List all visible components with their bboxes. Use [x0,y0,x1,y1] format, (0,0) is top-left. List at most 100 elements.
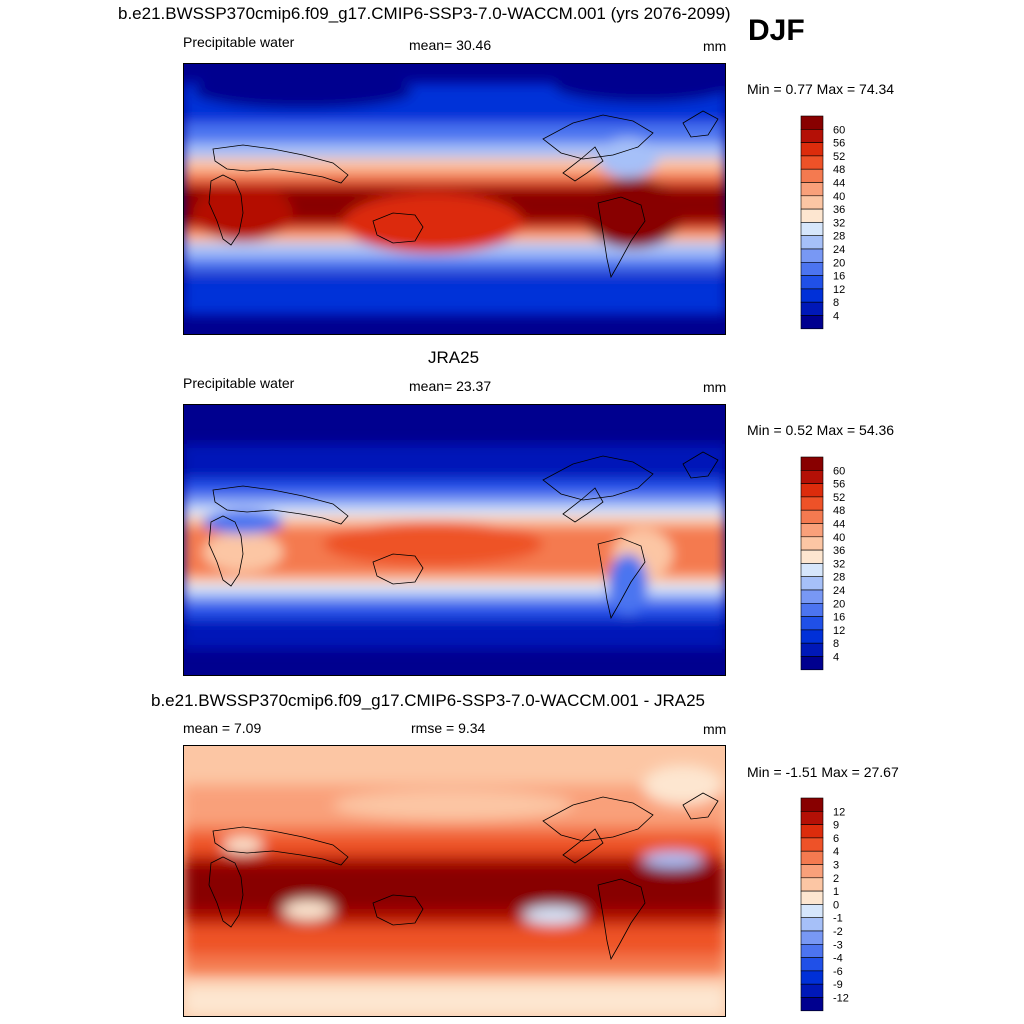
panel1-map [183,63,726,335]
colorbar-swatch [800,182,824,197]
colorbar-swatch [800,797,824,812]
colorbar-swatch [800,957,824,972]
colorbar-swatch [800,301,824,316]
panel2-variable-label: Precipitable water [183,375,295,391]
panel3-rmse-label: rmse = 9.34 [411,720,486,736]
colorbar-tick-label: 12 [833,625,845,637]
colorbar-swatch [800,629,824,644]
colorbar-swatch [800,288,824,303]
colorbar-tick-label: 8 [833,297,839,309]
colorbar-swatch [800,656,824,671]
colorbar-tick-label: 9 [833,820,839,832]
colorbar-swatch [800,509,824,524]
colorbar-swatch [800,496,824,511]
colorbar-tick-label: 1 [833,886,839,898]
colorbar-tick-label: 24 [833,585,845,597]
colorbar-swatch [800,616,824,631]
colorbar-swatch [800,275,824,290]
colorbar-swatch [800,129,824,143]
colorbar-tick-label: 12 [833,284,845,296]
colorbar-tick-label: 32 [833,558,845,570]
colorbar-tick-label: 12 [833,806,845,818]
colorbar-tick-label: -9 [833,979,843,991]
colorbar-tick-label: 60 [833,465,845,477]
colorbar-swatch [800,208,824,223]
panel3-units-label: mm [703,721,727,737]
colorbar-tick-label: 16 [833,612,845,624]
panel3-title: b.e21.BWSSP370cmip6.f09_g17.CMIP6-SSP3-7… [151,691,706,710]
panel3-mean-label: mean = 7.09 [183,720,262,736]
colorbar-swatch [800,589,824,604]
colorbar-tick-label: -4 [833,953,843,965]
colorbar-swatch [800,549,824,564]
panel2-map [183,404,726,676]
colorbar-tick-label: 32 [833,217,845,229]
colorbar-swatch [800,456,824,471]
colorbar-tick-label: 40 [833,191,845,203]
colorbar-swatch [800,235,824,250]
colorbar-tick-label: 48 [833,164,845,176]
colorbar-tick-label: 0 [833,899,839,911]
colorbar-swatch [800,917,824,932]
colorbar-tick-label: 56 [833,479,845,491]
colorbar-swatch [800,483,824,498]
colorbar-swatch [800,970,824,985]
colorbar-swatch [800,983,824,998]
panel2-units-label: mm [703,379,727,395]
colorbar-swatch [800,944,824,958]
colorbar-swatch [800,864,824,879]
colorbar-swatch [800,811,824,825]
colorbar-tick-label: 44 [833,178,845,190]
colorbar-swatch [800,837,824,852]
colorbar-tick-label: -3 [833,939,843,951]
colorbar-swatch [800,248,824,263]
colorbar-swatch [800,997,824,1012]
colorbar-tick-label: 28 [833,231,845,243]
colorbar-swatch [800,824,824,839]
colorbar-swatch [800,563,824,578]
panel2-title: JRA25 [428,348,480,367]
panel3-map [183,745,726,1017]
panel1-mean-label: mean= 30.46 [409,37,492,53]
colorbar-swatch [800,603,824,617]
colorbar-tick-label: 56 [833,138,845,150]
colorbar-tick-label: -12 [833,993,849,1005]
colorbar-tick-label: 24 [833,244,845,256]
panel2-mean-label: mean= 23.37 [409,378,492,394]
colorbar-tick-label: 20 [833,257,845,269]
panel3-minmax-label: Min = -1.51 Max = 27.67 [747,764,899,780]
colorbar-swatch [800,315,824,330]
colorbar-tick-label: 52 [833,492,845,504]
colorbar-tick-label: 36 [833,204,845,216]
colorbar-tick-label: 8 [833,638,839,650]
colorbar-swatch [800,930,824,945]
colorbar-tick-label: 52 [833,151,845,163]
colorbar-tick-label: 3 [833,860,839,872]
colorbar-swatch [800,850,824,865]
colorbar-tick-label: 20 [833,598,845,610]
colorbar-tick-label: 2 [833,873,839,885]
colorbar-tick-label: 6 [833,833,839,845]
colorbar-swatch [800,470,824,484]
colorbar-tick-label: 4 [833,846,839,858]
panel1-title: b.e21.BWSSP370cmip6.f09_g17.CMIP6-SSP3-7… [118,4,731,23]
colorbar-tick-label: -2 [833,926,843,938]
colorbar-swatch [800,877,824,892]
colorbar-swatch [800,155,824,170]
colorbar-tick-label: 60 [833,124,845,136]
colorbar-swatch [800,222,824,237]
colorbar-swatch [800,536,824,551]
colorbar-swatch [800,523,824,538]
panel1-variable-label: Precipitable water [183,34,295,50]
colorbar-swatch [800,262,824,276]
panel1-minmax-label: Min = 0.77 Max = 74.34 [747,81,895,97]
colorbar-swatch [800,168,824,183]
colorbar-tick-label: 44 [833,519,845,531]
colorbar-tick-label: 40 [833,532,845,544]
colorbar-tick-label: 36 [833,545,845,557]
panel1-units-label: mm [703,38,727,54]
colorbar-tick-label: 4 [833,311,839,323]
